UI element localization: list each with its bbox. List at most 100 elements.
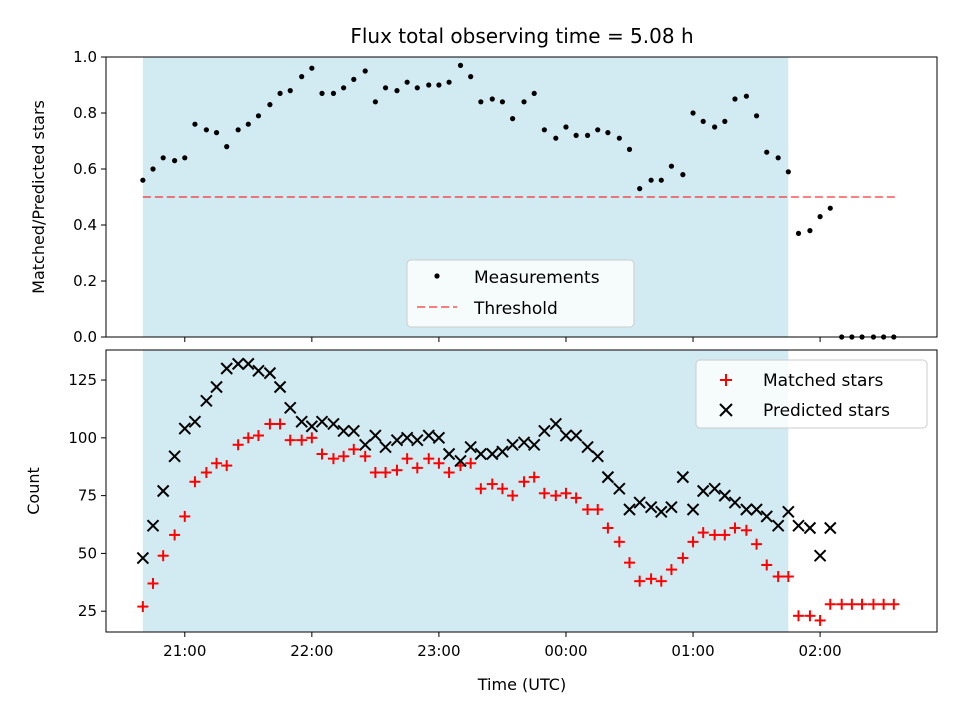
bottom-legend: Matched stars Predicted stars — [695, 359, 928, 429]
measurement-point — [700, 118, 706, 124]
measurement-point — [616, 135, 622, 141]
chart-title: Flux total observing time = 5.08 h — [350, 24, 693, 48]
measurement-point — [680, 172, 686, 178]
measurement-point — [446, 79, 452, 85]
matched-star-point — [582, 503, 594, 515]
measurement-point — [362, 68, 368, 74]
matched-star-point — [613, 536, 625, 548]
matched-star-point — [221, 460, 233, 472]
matched-star-point — [200, 467, 212, 479]
matched-star-point — [486, 478, 498, 490]
x-tick-label: 02:00 — [798, 642, 841, 660]
bottom-axes-frame — [105, 349, 938, 633]
measurement-point — [351, 76, 357, 82]
predicted-star-point — [136, 551, 150, 565]
matched-star-point — [751, 538, 763, 550]
matched-star-point — [687, 536, 699, 548]
x-tick-label: 23:00 — [417, 642, 460, 660]
measurement-point — [785, 169, 791, 175]
matched-star-point — [380, 467, 392, 479]
matched-star-point — [264, 418, 276, 430]
measurement-point — [478, 99, 484, 105]
legend-predicted: Predicted stars — [763, 401, 890, 421]
predicted-star-point — [178, 422, 191, 435]
top-panel: 0.0 0.2 0.4 0.6 0.8 1.0 Matched/Predicted sta… — [29, 48, 938, 346]
predicted-star-point — [718, 489, 732, 502]
matched-star-point — [296, 434, 308, 446]
matched-star-point — [369, 467, 381, 479]
matched-star-point — [655, 575, 667, 587]
matched-star-point — [761, 559, 773, 571]
matched-star-point — [411, 462, 423, 474]
y-tick-label: 50 — [78, 544, 97, 562]
measurement-point — [531, 90, 537, 96]
predicted-star-point — [750, 503, 763, 516]
legend-threshold: Threshold — [473, 299, 558, 319]
matched-star-point — [665, 564, 677, 576]
measurement-point — [722, 118, 728, 124]
y-tick-label: 100 — [68, 429, 97, 447]
measurement-point — [192, 121, 198, 127]
predicted-star-point — [517, 436, 531, 449]
x-tick-label: 01:00 — [671, 642, 714, 660]
x-tick-label: 00:00 — [544, 642, 587, 660]
measurement-point — [299, 74, 305, 80]
measurement-point — [584, 132, 591, 138]
measurement-point — [341, 85, 347, 91]
predicted-star-point — [581, 440, 594, 454]
predicted-star-point — [146, 519, 160, 532]
measurement-point — [553, 135, 559, 141]
measurement-point — [605, 130, 611, 136]
predicted-star-point — [210, 380, 223, 394]
measurement-point — [255, 113, 262, 119]
matched-star-point — [359, 450, 371, 462]
measurement-point — [235, 127, 241, 133]
measurement-point — [140, 177, 146, 183]
matched-star-point — [147, 577, 159, 589]
matched-star-point — [475, 483, 487, 495]
matched-star-point — [719, 529, 731, 541]
matched-star-point — [729, 522, 741, 534]
predicted-star-point — [676, 470, 690, 484]
y-tick-label: 0.0 — [73, 328, 97, 346]
predicted-star-point — [284, 401, 297, 414]
matched-star-point — [836, 598, 848, 610]
matched-star-point — [157, 550, 169, 562]
matched-star-point — [137, 601, 149, 613]
predicted-star-point — [665, 500, 678, 514]
top-y-axis-label: Matched/Predicted stars — [29, 100, 48, 294]
matched-star-point — [316, 448, 328, 460]
matched-star-point — [465, 457, 477, 469]
measurement-point — [753, 113, 760, 119]
predicted-star-point — [792, 519, 805, 532]
x-axis-label: Time (UTC) — [477, 675, 566, 694]
predicted-star-point — [263, 366, 277, 380]
predicted-star-point — [708, 482, 721, 495]
matched-legend-marker — [720, 374, 732, 386]
matched-star-point — [697, 527, 709, 539]
top-axes-frame — [105, 56, 938, 338]
predicted-star-point — [496, 445, 509, 458]
matched-star-point — [274, 418, 286, 430]
matched-star-point — [570, 492, 582, 504]
predicted-star-point — [168, 450, 181, 463]
matched-star-point — [846, 598, 858, 610]
predicted-star-point — [686, 503, 700, 516]
y-tick-label: 0.2 — [73, 272, 97, 290]
y-tick-label: 125 — [68, 371, 97, 389]
matched-star-point — [252, 430, 264, 442]
predicted-star-point — [252, 364, 265, 378]
y-tick-label: 25 — [78, 602, 97, 620]
matched-star-point — [327, 453, 339, 465]
matched-star-point — [560, 487, 572, 499]
matched-star-point — [169, 529, 181, 541]
predicted-star-point — [295, 415, 308, 428]
predicted-star-point — [623, 503, 636, 516]
measurement-point — [521, 99, 527, 105]
matched-star-point — [624, 557, 636, 569]
matched-star-point — [602, 522, 614, 534]
matched-star-point — [782, 571, 794, 583]
y-tick-label: 1.0 — [73, 48, 97, 66]
measurement-point — [309, 65, 315, 71]
measurement-point — [394, 88, 400, 94]
